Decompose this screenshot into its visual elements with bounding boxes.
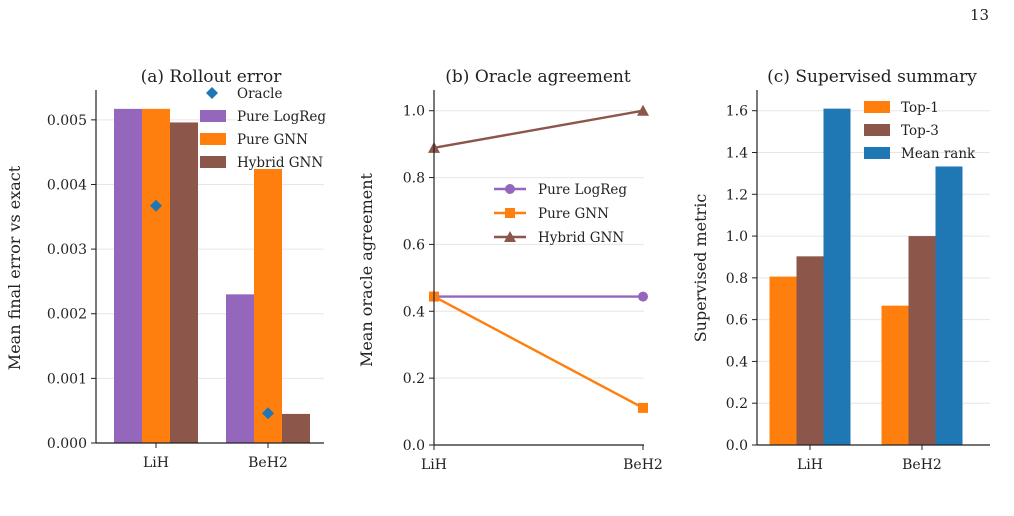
bar-hybrid-gnn (282, 413, 310, 443)
panel-b-x-tick-label: LiH (421, 457, 447, 473)
panel-b-y-tick-label: 0.6 (403, 237, 425, 253)
panel-a-y-tick-label: 0.001 (47, 371, 87, 387)
legend-label: Top-3 (901, 123, 939, 139)
panel-b-y-tick-label: 1.0 (403, 104, 425, 120)
series-line-hybrid-gnn (433, 109, 644, 150)
legend-swatch (200, 133, 226, 145)
panel-a-oracle-markers (150, 199, 274, 420)
panel-c-y-tick-label: 0.2 (726, 396, 748, 412)
panel-a-ylabel: Mean final error vs exact (5, 165, 24, 370)
legend-marker-oracle (206, 87, 218, 99)
panel-b-axes: 0.0 0.2 0.4 0.6 0.8 1.0 LiH BeH2 (403, 90, 663, 473)
panel-c-y-tick-label: 0.4 (726, 354, 748, 370)
panel-b-y-tick-label: 0.4 (403, 304, 425, 320)
panel-a-y-tick-label: 0.004 (47, 177, 87, 193)
bar-pure-logreg (114, 108, 142, 444)
panel-b-y-tick-label: 0.2 (403, 371, 425, 387)
bar-pure-gnn (142, 108, 170, 444)
legend-label: Top-1 (901, 100, 939, 116)
bar-mean-rank (823, 108, 851, 445)
panel-b-grid (434, 110, 644, 446)
bar-top-3 (796, 256, 824, 445)
bar-top-1 (769, 276, 797, 445)
legend-label: Oracle (237, 86, 282, 102)
panel-c-legend: Top-1 Top-3 Mean rank (864, 100, 976, 162)
panel-a-y-tick-label: 0.000 (47, 436, 87, 452)
panel-c-y-tick-label: 0.8 (726, 271, 748, 287)
bar-pure-logreg (226, 294, 254, 443)
legend-label: Hybrid GNN (538, 230, 624, 246)
panel-a-title: (a) Rollout error (141, 67, 283, 87)
panel-a-legend: Oracle Pure LogReg Pure GNN Hybrid GNN (200, 86, 326, 171)
page-number: 13 (970, 6, 990, 24)
panel-b-x-tick-label: BeH2 (623, 457, 663, 473)
legend-swatch (864, 124, 890, 136)
panel-c-y-tick-label: 0.6 (726, 313, 748, 329)
panel-c-ylabel: Supervised metric (691, 194, 710, 343)
panel-a-y-tick-label: 0.005 (47, 113, 87, 129)
series-point (638, 402, 648, 413)
panel-a-axes: 0.000 0.001 0.002 0.003 0.004 0.005 LiH BeH2 (47, 90, 324, 471)
panel-c-y-tick-label: 1.6 (726, 104, 748, 120)
panel-c-title: (c) Supervised summary (767, 67, 977, 87)
panel-c-axes: 0.0 0.2 0.4 0.6 0.8 1.0 1.2 1.4 1.6 LiH BeH2 (726, 90, 990, 473)
legend-marker (504, 231, 516, 242)
legend-label: Mean rank (901, 146, 976, 162)
series-point (638, 291, 648, 302)
series-point (637, 104, 649, 116)
bar-top-3 (908, 236, 936, 445)
bar-mean-rank (935, 166, 963, 445)
panel-c-supervised-summary: (c) Supervised summary Supervised metric… (691, 67, 990, 473)
panel-a-y-tick-label: 0.002 (47, 307, 87, 323)
panel-c-y-tick-label: 1.4 (726, 146, 748, 162)
panel-b-ylabel: Mean oracle agreement (357, 172, 376, 367)
legend-marker (505, 184, 515, 194)
legend-swatch (200, 156, 226, 168)
panel-c-x-tick-label: BeH2 (902, 457, 942, 473)
panel-c-y-tick-label: 0.0 (726, 438, 748, 454)
legend-label: Hybrid GNN (237, 155, 323, 171)
oracle-marker (262, 407, 274, 420)
panel-a-x-tick-label: LiH (143, 455, 169, 471)
panel-c-x-tick-label: LiH (797, 457, 823, 473)
bar-pure-gnn (254, 168, 282, 443)
legend-marker (505, 208, 515, 218)
panel-b-title: (b) Oracle agreement (445, 67, 631, 87)
panel-c-y-tick-label: 1.0 (726, 229, 748, 245)
panel-a-y-tick-label: 0.003 (47, 242, 87, 258)
panel-a-x-tick-label: BeH2 (248, 455, 288, 471)
legend-label: Pure LogReg (538, 182, 627, 198)
legend-swatch (864, 101, 890, 113)
legend-label: Pure GNN (237, 132, 308, 148)
oracle-marker (150, 199, 162, 212)
panel-b-y-tick-label: 0.0 (403, 438, 425, 454)
panel-a-rollout-error: (a) Rollout error Mean final error vs ex… (5, 67, 326, 471)
panel-c-y-tick-label: 1.2 (726, 187, 748, 203)
legend-label: Pure LogReg (237, 109, 326, 125)
panel-c-bars (769, 108, 963, 445)
panel-a-bars (114, 108, 310, 444)
panel-b-y-tick-label: 0.8 (403, 171, 425, 187)
legend-label: Pure GNN (538, 206, 609, 222)
legend-swatch (200, 110, 226, 122)
bar-hybrid-gnn (170, 122, 198, 443)
panel-b-lines (428, 104, 649, 413)
bar-top-1 (881, 305, 909, 445)
panel-b-legend: Pure LogReg Pure GNN Hybrid GNN (494, 182, 627, 246)
series-line-pure-gnn (433, 295, 644, 409)
legend-swatch (864, 147, 890, 159)
panel-b-oracle-agreement: (b) Oracle agreement Mean oracle agreeme… (357, 67, 663, 473)
